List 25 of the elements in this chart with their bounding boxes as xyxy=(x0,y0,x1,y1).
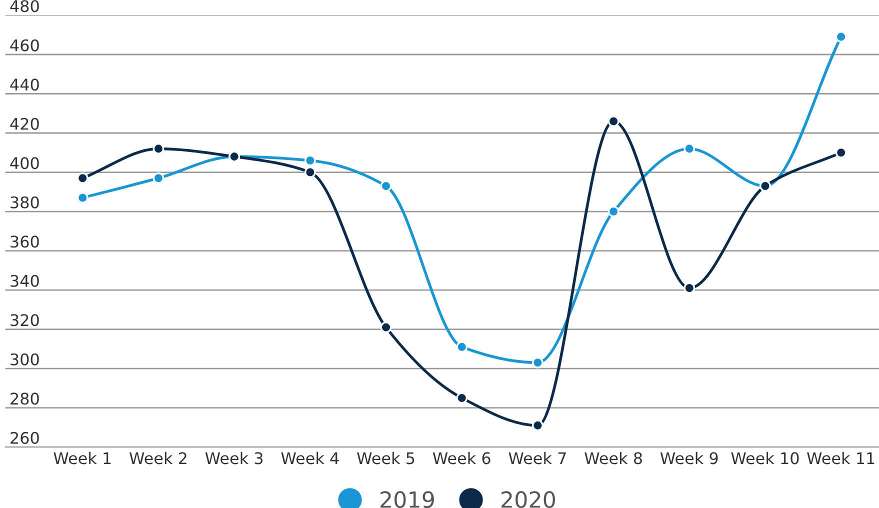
y-tick-label: 360 xyxy=(10,236,39,248)
x-tick-label: Week 3 xyxy=(205,452,263,464)
y-tick-label: 340 xyxy=(10,274,39,287)
x-tick-label: Week 7 xyxy=(508,452,566,464)
y-tick-label: 380 xyxy=(10,196,39,208)
y-tick-label: 280 xyxy=(10,392,39,405)
x-tick-label: Week 1 xyxy=(54,452,111,464)
x-tick-label: Week 6 xyxy=(432,452,490,464)
x-tick-label: Week 4 xyxy=(281,452,339,464)
x-tick-label: Week 2 xyxy=(130,452,186,464)
x-tick-label: Week 8 xyxy=(584,452,642,464)
x-tick-label: Week 5 xyxy=(357,452,414,464)
y-tick-label: 460 xyxy=(10,39,39,52)
legend-label: 2019 xyxy=(380,491,434,508)
y-tick-label: 440 xyxy=(10,78,39,91)
y-tick-label: 320 xyxy=(10,314,39,326)
y-tick-label: 260 xyxy=(10,432,39,444)
y-tick-label: 480 xyxy=(10,0,39,12)
x-tick-label: Week 10 xyxy=(731,452,799,464)
y-tick-label: 300 xyxy=(10,353,39,366)
y-tick-label: 420 xyxy=(10,118,39,130)
y-tick-label: 400 xyxy=(10,157,39,170)
x-tick-label: Week 11 xyxy=(807,452,874,464)
x-tick-label: Week 9 xyxy=(660,452,718,464)
legend-label: 2020 xyxy=(502,491,555,508)
